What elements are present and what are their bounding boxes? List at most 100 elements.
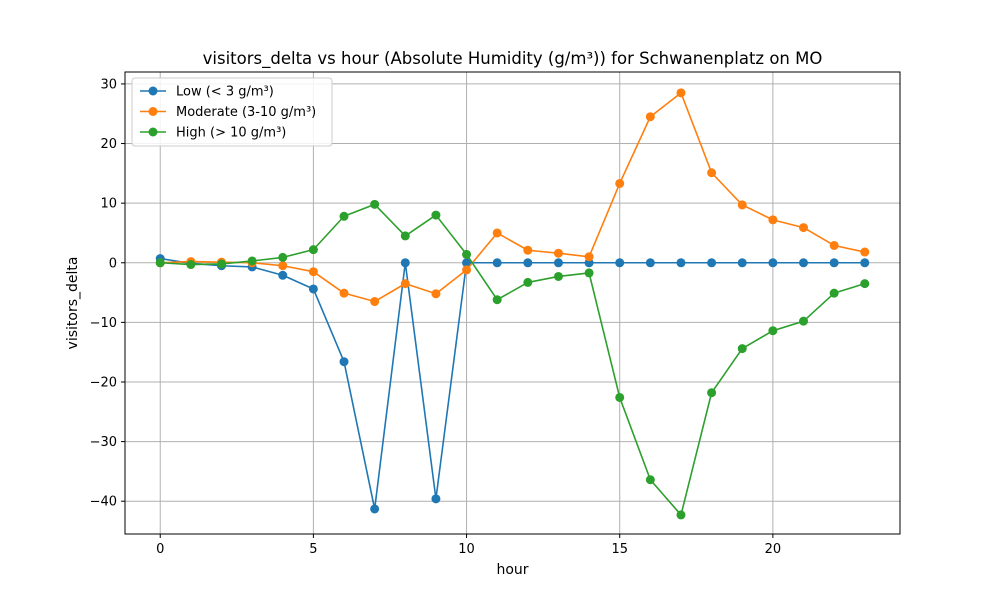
legend-marker [148,127,158,137]
legend-item: High (> 10 g/m³) [140,126,286,141]
x-tick-label: 15 [611,542,628,557]
data-point [400,231,410,241]
data-point [431,289,441,299]
data-point [768,326,778,336]
data-point [799,316,809,326]
y-tick-label: 0 [109,256,117,271]
x-tick-label: 0 [156,542,164,557]
chart-title: visitors_delta vs hour (Absolute Humidit… [203,49,823,69]
data-point [799,258,809,268]
data-point [707,168,717,178]
data-point [308,267,318,277]
y-axis-label: visitors_delta [65,257,81,350]
data-point [431,210,441,220]
data-point [216,259,226,269]
data-point [645,258,655,268]
data-point [339,288,349,298]
series-line [160,257,865,510]
data-point [707,388,717,398]
data-point [462,258,472,268]
data-point [553,248,563,258]
x-tick-label: 20 [765,542,782,557]
x-tick-label: 10 [458,542,475,557]
ticks: 0 5 10 15 20 −40 −30 −20 −10 0 10 20 30 [90,77,782,557]
series-line [160,92,865,303]
data-point [492,258,502,268]
data-point [462,265,472,275]
data-point [523,258,533,268]
data-point [829,240,839,250]
data-point [400,279,410,289]
data-point [645,112,655,122]
axes-frame [124,71,901,535]
y-tick-label: 30 [100,77,117,92]
data-point [615,258,625,268]
data-point [523,245,533,255]
y-tick-label: −30 [90,435,117,450]
data-point [308,245,318,255]
legend-item: Low (< 3 g/m³) [140,85,274,100]
data-point [860,279,870,289]
data-point [707,258,717,268]
data-point [829,288,839,298]
data-point [492,295,502,305]
data-point [370,199,380,209]
series-2 [155,199,870,520]
legend-marker [148,107,158,116]
data-point [247,256,257,266]
y-tick-label: −10 [90,316,117,331]
data-point [584,252,594,262]
series-1 [155,88,870,307]
data-point [462,249,472,259]
data-point [400,258,410,268]
data-point [676,258,686,268]
data-point [676,88,686,98]
data-point [860,247,870,257]
data-point [553,258,563,268]
data-point [737,344,747,354]
data-point [186,260,196,270]
legend-label: Moderate (3-10 g/m³) [176,105,316,120]
x-axis-label: hour [496,562,528,578]
legend-marker [148,86,158,96]
series-line [160,203,866,516]
data-point [615,178,625,188]
data-point [829,258,839,268]
y-tick-label: 20 [100,137,117,152]
legend: Low (< 3 g/m³) Moderate (3-10 g/m³) High (… [131,77,333,147]
legend-label: Low (< 3 g/m³) [176,85,274,100]
data-point [645,475,655,485]
data-point [584,268,594,278]
data-point [676,510,686,520]
data-point [370,297,380,307]
legend-label: High (> 10 g/m³) [176,126,286,141]
data-point [860,258,870,268]
data-point [523,277,533,287]
y-tick-label: 10 [100,197,117,212]
data-point [431,494,441,504]
data-point [308,284,318,294]
legend-item: Moderate (3-10 g/m³) [140,105,316,120]
data-point [799,223,809,233]
data-point [768,215,778,225]
data-point [615,392,625,402]
data-point [370,504,380,514]
data-point [155,258,165,268]
data-point [737,200,747,210]
data-point [768,258,778,268]
data-point [339,211,349,221]
data-point [278,252,288,262]
data-point [737,258,747,268]
y-tick-label: −40 [90,495,117,510]
data-point [492,228,502,238]
data-point [278,270,288,280]
data-point [553,271,563,281]
x-tick-label: 5 [309,542,317,557]
series-layer [155,88,870,520]
data-point [339,357,349,367]
y-tick-label: −20 [90,375,117,390]
data-point [278,261,288,271]
legend-box [131,77,333,147]
